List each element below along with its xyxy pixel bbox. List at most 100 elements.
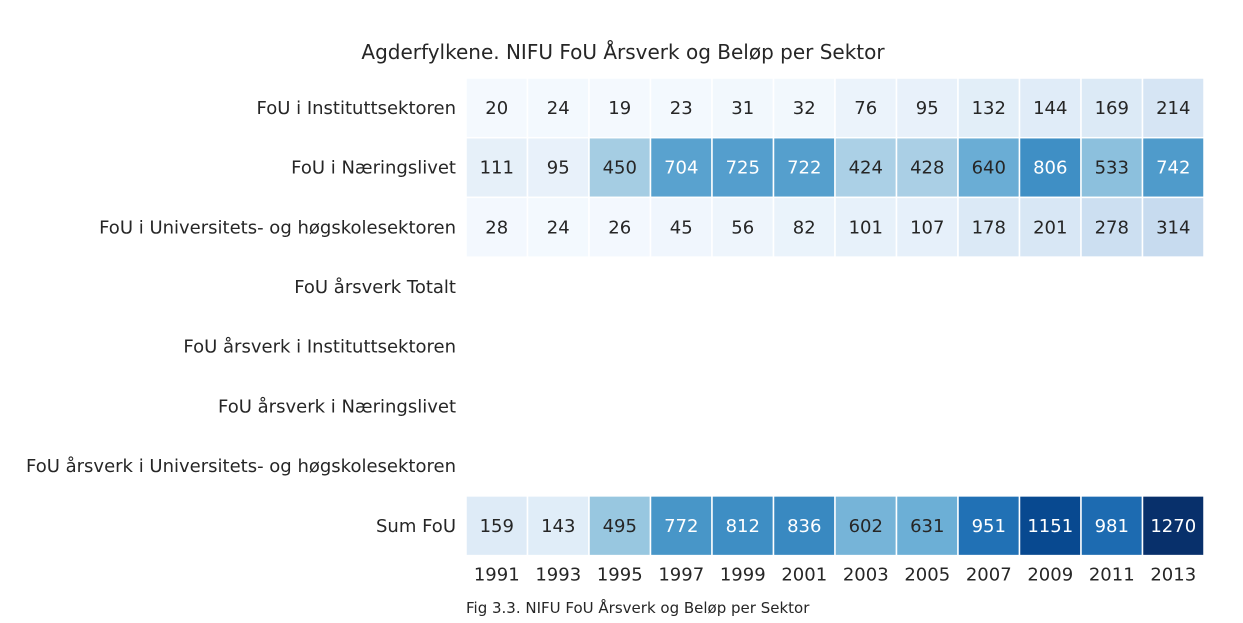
cell-value-label: 169 <box>1095 98 1129 119</box>
heatmap-cell <box>772 77 836 139</box>
heatmap-cell <box>711 136 775 199</box>
cell-value-label: 76 <box>854 98 877 119</box>
heatmap-cell <box>834 196 898 258</box>
row-label: FoU årsverk i Næringslivet <box>218 396 456 417</box>
heatmap-cell <box>465 196 529 258</box>
cell-value-label: 1151 <box>1027 516 1073 537</box>
row-label: FoU årsverk i Instituttsektoren <box>183 337 456 358</box>
cell-value-label: 214 <box>1156 98 1190 119</box>
heatmap-cell <box>1080 196 1144 258</box>
cell-value-label: 20 <box>485 98 508 119</box>
cell-value-label: 428 <box>910 158 944 179</box>
cell-value-label: 101 <box>849 217 883 238</box>
cell-value-label: 424 <box>849 158 883 179</box>
row-label: FoU i Instituttsektoren <box>256 98 456 119</box>
cell-value-label: 26 <box>608 217 631 238</box>
cell-value-label: 602 <box>849 516 883 537</box>
row-label: FoU årsverk i Universitets- og høgskoles… <box>26 456 456 477</box>
column-label: 1991 <box>474 565 520 586</box>
heatmap-cell <box>772 136 836 199</box>
cell-value-label: 107 <box>910 217 944 238</box>
heatmap-cell <box>1141 196 1205 258</box>
heatmap-cell <box>465 77 529 139</box>
chart-title: Agderfylkene. NIFU FoU Årsverk og Beløp … <box>361 40 885 64</box>
heatmap-cell <box>1018 77 1082 139</box>
cell-value-label: 533 <box>1095 158 1129 179</box>
heatmap-cell <box>1141 77 1205 139</box>
cell-value-label: 19 <box>608 98 631 119</box>
cell-value-label: 82 <box>793 217 816 238</box>
column-label: 1997 <box>658 565 704 586</box>
heatmap-cell <box>1018 136 1082 199</box>
cell-value-label: 159 <box>480 516 514 537</box>
heatmap-cell <box>711 495 775 557</box>
cell-value-label: 1270 <box>1150 516 1196 537</box>
column-label: 1995 <box>597 565 643 586</box>
cell-value-label: 772 <box>664 516 698 537</box>
row-label: FoU årsverk Totalt <box>294 277 456 298</box>
row-labels: FoU i Instituttsektoren FoU i Næringslive… <box>26 98 456 537</box>
heatmap-cell <box>895 77 959 139</box>
heatmap-cell <box>649 495 713 557</box>
heatmap-cell <box>526 77 590 139</box>
cell-value-label: 23 <box>670 98 693 119</box>
cell-value-label: 111 <box>480 158 514 179</box>
heatmap-cell <box>772 495 836 557</box>
heatmap-cell <box>1018 196 1082 258</box>
cell-value-label: 31 <box>731 98 754 119</box>
row-label: Sum FoU <box>376 516 456 537</box>
cell-value-label: 450 <box>603 158 637 179</box>
heatmap-cell <box>1141 136 1205 199</box>
figure-caption: Fig 3.3. NIFU FoU Årsverk og Beløp per S… <box>466 598 810 617</box>
cell-value-label: 836 <box>787 516 821 537</box>
cell-value-label: 314 <box>1156 217 1190 238</box>
cell-value-label: 704 <box>664 158 698 179</box>
heatmap-cell <box>1080 136 1144 199</box>
column-label: 2007 <box>966 565 1012 586</box>
heatmap-cell <box>1018 495 1082 557</box>
column-label: 1993 <box>535 565 581 586</box>
heatmap-cell <box>957 136 1021 199</box>
cell-value-label: 981 <box>1095 516 1129 537</box>
heatmap-cell <box>649 196 713 258</box>
cell-value-label: 278 <box>1095 217 1129 238</box>
cell-value-label: 742 <box>1156 158 1190 179</box>
column-labels: 1991 1993 1995 1997 1999 2001 2003 2005 2007 2009… <box>474 565 1196 586</box>
cell-value-label: 143 <box>541 516 575 537</box>
heatmap-cell <box>957 495 1021 557</box>
cell-value-label: 495 <box>603 516 637 537</box>
heatmap-cell <box>895 136 959 199</box>
column-label: 2013 <box>1150 565 1196 586</box>
cell-value-label: 24 <box>547 217 570 238</box>
heatmap-cells: 20 24 19 23 31 32 76 95 132 144 169 214 111 95 450 704 7… <box>465 77 1205 557</box>
heatmap-cell <box>526 136 590 199</box>
cell-value-label: 144 <box>1033 98 1067 119</box>
heatmap-cell <box>1080 495 1144 557</box>
cell-value-label: 201 <box>1033 217 1067 238</box>
heatmap-cell <box>834 136 898 199</box>
cell-value-label: 631 <box>910 516 944 537</box>
heatmap-cell <box>526 495 590 557</box>
cell-value-label: 95 <box>547 158 570 179</box>
column-label: 2001 <box>781 565 827 586</box>
cell-value-label: 24 <box>547 98 570 119</box>
heatmap-cell <box>649 136 713 199</box>
row-label: FoU i Universitets- og høgskolesektoren <box>99 217 456 238</box>
column-label: 2003 <box>843 565 889 586</box>
cell-value-label: 640 <box>972 158 1006 179</box>
cell-value-label: 28 <box>485 217 508 238</box>
cell-value-label: 178 <box>972 217 1006 238</box>
heatmap-cell <box>1141 495 1205 557</box>
heatmap-cell <box>711 196 775 258</box>
cell-value-label: 812 <box>726 516 760 537</box>
cell-value-label: 32 <box>793 98 816 119</box>
cell-value-label: 45 <box>670 217 693 238</box>
column-label: 2009 <box>1027 565 1073 586</box>
column-label: 1999 <box>720 565 766 586</box>
cell-value-label: 722 <box>787 158 821 179</box>
row-label: FoU i Næringslivet <box>291 158 456 179</box>
column-label: 2011 <box>1089 565 1135 586</box>
heatmap-cell <box>588 196 652 258</box>
cell-value-label: 725 <box>726 158 760 179</box>
